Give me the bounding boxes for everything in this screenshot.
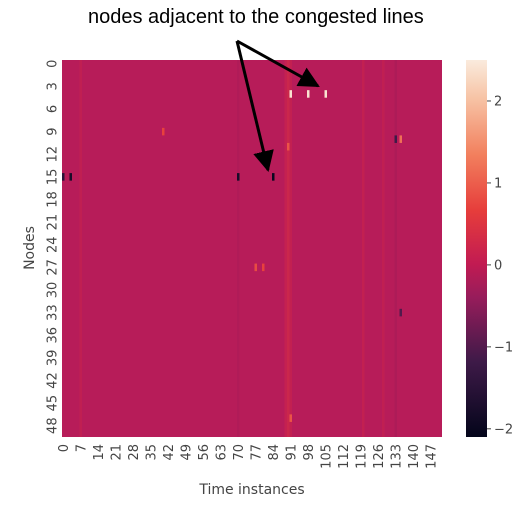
x-tick-label: 0 xyxy=(57,444,72,452)
annotation-text: nodes adjacent to the congested lines xyxy=(88,6,424,28)
heatmap-background xyxy=(62,60,442,437)
heatmap-column-stripe xyxy=(284,60,287,437)
y-tick-label: 36 xyxy=(46,327,61,344)
heatmap-cell xyxy=(287,142,290,151)
heatmap-cell xyxy=(399,135,402,143)
x-tick-label: 35 xyxy=(144,444,159,461)
x-tick-label: 126 xyxy=(372,444,387,469)
y-tick-label: 48 xyxy=(46,417,61,434)
heatmap-column-stripe xyxy=(382,60,385,437)
x-tick-label: 112 xyxy=(337,444,352,469)
x-tick-label: 63 xyxy=(214,444,229,461)
colorbar-tick-label: 0 xyxy=(494,258,502,273)
y-tick-label: 6 xyxy=(46,105,61,113)
x-axis-ticks: 0 7 14 21 28 35 42 49 56 63 70 77 84 91 98 105 112 119 126… xyxy=(57,444,439,469)
x-tick-label: 140 xyxy=(407,444,422,469)
x-tick-label: 70 xyxy=(232,444,247,461)
y-axis-title: Nodes xyxy=(22,226,38,270)
x-tick-label: 7 xyxy=(74,444,89,452)
y-tick-label: 30 xyxy=(46,282,61,299)
x-tick-label: 77 xyxy=(249,444,264,461)
heatmap-column-stripe xyxy=(287,60,290,437)
y-tick-label: 42 xyxy=(46,372,61,389)
heatmap-cell xyxy=(289,90,292,98)
x-tick-label: 49 xyxy=(179,444,194,461)
x-tick-label: 133 xyxy=(389,444,404,469)
y-tick-label: 0 xyxy=(46,60,61,68)
y-tick-label: 45 xyxy=(46,395,61,412)
y-tick-label: 27 xyxy=(46,259,61,276)
colorbar-tick-label: 1 xyxy=(494,176,502,191)
heatmap-cell xyxy=(399,308,402,317)
colorbar-ticks: 2 1 0 −1 −2 xyxy=(487,95,513,437)
colorbar xyxy=(466,60,487,437)
y-tick-label: 3 xyxy=(46,82,61,90)
x-tick-label: 84 xyxy=(267,444,282,461)
y-tick-label: 39 xyxy=(46,350,61,367)
y-tick-label: 21 xyxy=(46,214,61,231)
heatmap-cell xyxy=(262,263,265,272)
x-tick-label: 119 xyxy=(354,444,369,469)
x-tick-label: 28 xyxy=(127,444,142,461)
heatmap-cells xyxy=(62,90,402,422)
heatmap-cell xyxy=(237,173,240,181)
y-tick-label: 24 xyxy=(46,236,61,253)
heatmap-column-stripe xyxy=(237,60,240,437)
heatmap-column-stripe xyxy=(362,60,365,437)
heatmap-column-stripe xyxy=(394,60,397,437)
y-tick-label: 12 xyxy=(46,146,61,163)
heatmap-cell xyxy=(272,173,275,181)
x-axis-title: Time instances xyxy=(198,482,304,498)
heatmap-cell xyxy=(324,90,327,98)
heatmap-column-stripe xyxy=(289,60,292,437)
heatmap-cell xyxy=(69,173,72,181)
x-tick-label: 14 xyxy=(92,444,107,461)
heatmap-cell xyxy=(62,173,65,181)
y-tick-label: 9 xyxy=(46,127,61,135)
y-tick-label: 18 xyxy=(46,191,61,208)
y-tick-label: 33 xyxy=(46,304,61,321)
heatmap-column-stripes xyxy=(79,60,397,437)
x-tick-label: 42 xyxy=(162,444,177,461)
heatmap-column-stripe xyxy=(79,60,82,437)
annotation-arrow-upper xyxy=(236,39,320,88)
y-tick-label: 15 xyxy=(46,169,61,186)
annotation-arrow-lower xyxy=(235,40,274,173)
x-tick-label: 21 xyxy=(109,444,124,461)
heatmap-cell xyxy=(162,127,165,136)
x-tick-label: 98 xyxy=(302,444,317,461)
heatmap-cell xyxy=(289,414,292,422)
x-tick-label: 147 xyxy=(424,444,439,469)
x-tick-label: 105 xyxy=(319,444,334,469)
heatmap-cell xyxy=(394,135,397,143)
heatmap-cell xyxy=(254,263,257,272)
colorbar-tick-label: −1 xyxy=(494,340,513,355)
colorbar-tick-label: 2 xyxy=(494,95,502,110)
colorbar-tick-label: −2 xyxy=(494,422,513,437)
heatmap-cell xyxy=(307,90,310,98)
x-tick-label: 56 xyxy=(197,444,212,461)
x-tick-label: 91 xyxy=(284,444,299,461)
